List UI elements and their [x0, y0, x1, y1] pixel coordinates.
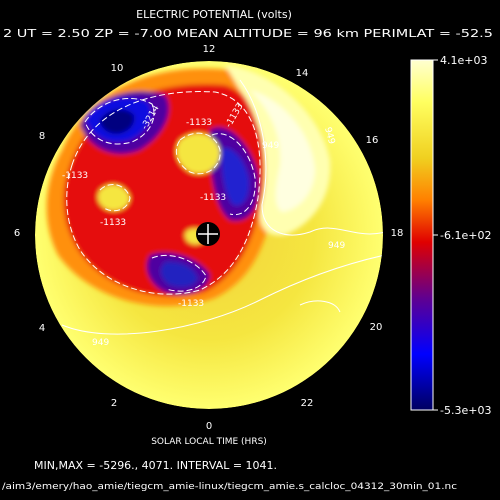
contour-label-11: -1133 — [200, 193, 226, 203]
chart-subtitle: 2 UT = 2.50 ZP = -7.00 MEAN ALTITUDE = 9… — [3, 27, 493, 40]
blue-region-lower — [160, 261, 198, 287]
lt-label-2: 2 — [111, 398, 117, 409]
x-axis-label: SOLAR LOCAL TIME (HRS) — [151, 437, 267, 447]
lt-label-12: 12 — [203, 44, 216, 55]
lt-label-0: 0 — [206, 421, 212, 432]
lt-label-20: 20 — [370, 322, 383, 333]
white-dusk-core — [250, 90, 315, 212]
lt-label-22: 22 — [301, 398, 314, 409]
lt-label-16: 16 — [366, 135, 379, 146]
blue-region-right — [221, 147, 250, 206]
contour-lines-solid — [61, 79, 383, 335]
lt-label-14: 14 — [296, 68, 309, 79]
file-path: /aim3/emery/hao_amie/tiegcm_amie-linux/t… — [2, 482, 457, 492]
polar-disk: -3214 -1133 -1133 -1133 -1133 -1133 949 … — [35, 61, 383, 409]
navy-region — [100, 109, 135, 134]
contour-label-9: 949 — [322, 126, 336, 145]
contour-label-7: 949 — [328, 241, 345, 251]
colorbar — [410, 59, 434, 411]
yellow-island-center — [176, 133, 221, 174]
contour-label-6: -1133 — [100, 218, 126, 228]
contour-label-2: -1133 — [186, 118, 212, 128]
lt-label-4: 4 — [39, 323, 45, 334]
lt-label-6: 6 — [14, 228, 20, 239]
lt-label-8: 8 — [39, 131, 45, 142]
colorbar-tick-min: -5.3e+03 — [440, 404, 491, 417]
stats-line: MIN,MAX = -5296., 4071. INTERVAL = 1041. — [34, 459, 277, 472]
yellow-island-left — [97, 184, 130, 211]
contour-label-8: 949 — [92, 338, 109, 348]
chart-title: ELECTRIC POTENTIAL (volts) — [136, 8, 292, 21]
colorbar-tick-max: 4.1e+03 — [440, 54, 487, 67]
colorbar-tick-mid: -6.1e+02 — [440, 229, 491, 242]
local-time-labels: 12 14 16 18 20 22 0 2 4 6 8 10 — [14, 44, 404, 432]
contour-label-4: -1133 — [62, 171, 88, 181]
contour-label-10: 949 — [262, 141, 279, 151]
contour-lines — [66, 91, 261, 295]
lt-label-10: 10 — [111, 63, 124, 74]
lt-label-18: 18 — [391, 228, 404, 239]
contour-label-5: -1133 — [178, 299, 204, 309]
